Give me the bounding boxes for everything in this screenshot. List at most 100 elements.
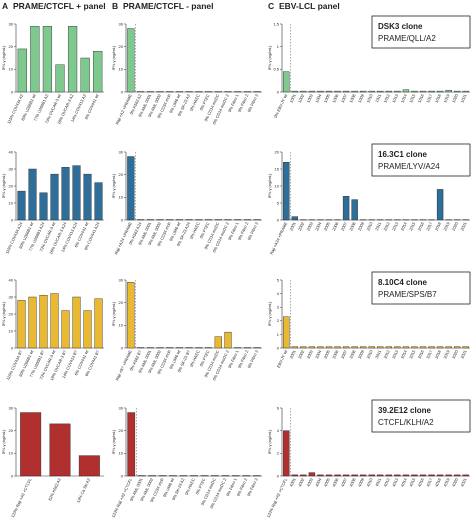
y-tick-label: 0 [121, 89, 124, 94]
bar [94, 298, 103, 349]
y-axis-label: IFN-γ (ng/mL) [267, 45, 272, 70]
x-tick-label: 1020 [451, 93, 460, 104]
y-tick-label: 10 [119, 195, 124, 200]
bar [445, 474, 452, 477]
y-tick-label: 0 [277, 89, 280, 94]
bar [49, 423, 71, 477]
y-axis-label: IFN-γ (ng/mL) [267, 173, 272, 198]
bar [402, 474, 410, 477]
clone-target: PRAME/LYV/A24 [378, 162, 440, 171]
x-tick-label: 4007 [340, 477, 349, 488]
y-tick-label: 5 [277, 277, 280, 282]
x-tick-label: 3005 [323, 349, 332, 360]
bar [300, 346, 307, 349]
x-tick-label: 123% Raji +A2 +CTCFL [10, 477, 33, 519]
y-tick-label: 1 [277, 332, 280, 337]
y-tick-label: 20 [119, 44, 124, 49]
x-tick-label: 2003 [306, 221, 315, 232]
bar [411, 474, 418, 477]
bar [300, 90, 307, 93]
bar [30, 26, 40, 93]
clone-box [371, 15, 471, 49]
x-tick-label: 1013 [391, 93, 400, 104]
x-tick-label: 2017 [425, 221, 434, 232]
bar [325, 90, 333, 93]
bar [317, 474, 324, 477]
bar [394, 346, 401, 349]
x-tick-label: 4017 [425, 477, 434, 488]
bar [20, 412, 42, 477]
x-tick-label: 4013 [391, 477, 400, 488]
x-tick-label: 2008 [348, 221, 357, 232]
bar [436, 90, 444, 93]
x-tick-label: 3020 [451, 349, 460, 360]
clone-box [371, 399, 471, 433]
y-axis-label: IFN-γ (ng/mL) [267, 301, 272, 326]
x-tick-label: 2015 [408, 221, 417, 232]
bar [402, 89, 410, 93]
bar [342, 195, 350, 221]
bar [283, 161, 290, 221]
x-tick-label: 4004 [314, 477, 323, 488]
x-tick-label: 1008 [348, 93, 357, 104]
x-tick-label: 4001 [288, 477, 297, 488]
x-tick-label: 2010 [365, 221, 374, 232]
bar [17, 48, 27, 93]
bar [127, 28, 135, 93]
x-tick-label: 1021 [459, 93, 468, 104]
bar [308, 472, 316, 477]
bar [436, 189, 444, 221]
x-tick-label: 2021 [459, 221, 468, 232]
bar [291, 474, 299, 477]
x-tick-label: 3003 [306, 349, 315, 360]
x-tick-label: 123% Raji +A2 +CTCFL [266, 477, 289, 519]
x-tick-label: 1003 [306, 93, 315, 104]
bar [436, 346, 444, 349]
bar [436, 474, 444, 477]
bar [411, 90, 418, 93]
panel-title: PRAME/CTCFL + panel [13, 1, 106, 11]
y-tick-label: 15 [275, 166, 280, 171]
bar [50, 173, 59, 221]
x-tick-label: 13% Ca Ski A2 [75, 477, 91, 504]
x-tick-label: 1016 [417, 93, 426, 104]
bar [317, 346, 324, 349]
y-axis-label: IFN-γ (ng/mL) [111, 429, 116, 454]
clone-target: CTCFL/KLH/A2 [378, 418, 434, 427]
bar [283, 71, 290, 93]
y-tick-label: 4 [277, 291, 280, 296]
y-tick-label: 0 [11, 89, 14, 94]
bar [453, 90, 461, 93]
bar [55, 64, 65, 93]
y-tick-label: 30 [119, 21, 124, 26]
x-tick-label: Raji +A24 +PRAME [269, 221, 289, 255]
bar [283, 430, 290, 477]
bar [83, 310, 92, 349]
y-tick-label: 10 [9, 67, 14, 72]
y-tick-label: 20 [9, 183, 14, 188]
bar [17, 300, 26, 349]
clone-box [371, 143, 471, 177]
bar [83, 173, 92, 221]
panel-letter: C [268, 1, 274, 11]
x-tick-label: 2004 [314, 221, 323, 232]
y-tick-label: 2 [277, 318, 280, 323]
x-tick-label: 2018 [434, 221, 443, 232]
x-tick-label: 2001 [288, 221, 297, 232]
x-tick-label: 2016 [417, 221, 426, 232]
y-tick-label: 30 [9, 21, 14, 26]
bar [394, 90, 401, 93]
x-tick-label: 4020 [451, 477, 460, 488]
bar [78, 455, 100, 477]
x-tick-label: 2019 [442, 221, 451, 232]
y-axis-label: IFN-γ (ng/mL) [267, 429, 272, 454]
y-tick-label: 0 [277, 217, 280, 222]
x-tick-label: 2020 [451, 221, 460, 232]
y-tick-label: 10 [9, 200, 14, 205]
bar [445, 346, 452, 349]
x-tick-label: 3011 [374, 349, 382, 360]
x-tick-label: 3015 [408, 349, 417, 360]
x-tick-label: 3018 [434, 349, 443, 360]
bar [462, 474, 469, 477]
bar [453, 474, 461, 477]
